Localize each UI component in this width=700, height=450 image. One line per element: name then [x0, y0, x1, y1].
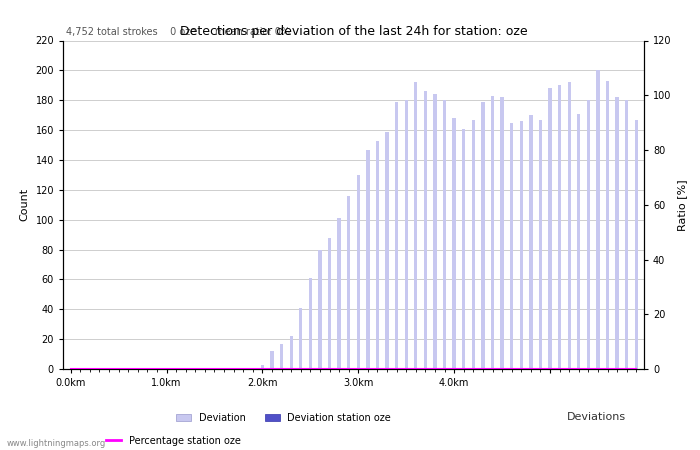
Bar: [452, 118, 456, 369]
Bar: [347, 196, 351, 369]
Bar: [462, 129, 466, 369]
Bar: [366, 149, 370, 369]
Bar: [635, 120, 638, 369]
Bar: [443, 100, 447, 369]
Bar: [414, 82, 417, 369]
Bar: [539, 120, 542, 369]
Bar: [625, 100, 629, 369]
Legend: Percentage station oze: Percentage station oze: [102, 432, 244, 450]
Y-axis label: Ratio [%]: Ratio [%]: [677, 179, 687, 230]
Bar: [482, 102, 484, 369]
Bar: [548, 88, 552, 369]
Bar: [596, 70, 600, 369]
Bar: [500, 97, 504, 369]
Bar: [568, 82, 571, 369]
Bar: [260, 364, 264, 369]
Bar: [558, 86, 561, 369]
Bar: [529, 115, 533, 369]
Bar: [386, 131, 389, 369]
Bar: [395, 102, 398, 369]
Bar: [328, 238, 331, 369]
Bar: [290, 336, 293, 369]
Bar: [318, 250, 321, 369]
Bar: [491, 96, 494, 369]
Bar: [280, 344, 284, 369]
Bar: [615, 97, 619, 369]
Bar: [510, 122, 513, 369]
Bar: [405, 100, 408, 369]
Bar: [577, 114, 580, 369]
Bar: [376, 140, 379, 369]
Text: 4,752 total strokes    0 oze      mean ratio: 0%: 4,752 total strokes 0 oze mean ratio: 0%: [66, 27, 290, 37]
Text: www.lightningmaps.org: www.lightningmaps.org: [7, 439, 106, 448]
Y-axis label: Count: Count: [20, 188, 30, 221]
Bar: [472, 120, 475, 369]
Bar: [587, 100, 590, 369]
Bar: [337, 218, 341, 369]
Bar: [424, 91, 427, 369]
Bar: [356, 175, 360, 369]
Bar: [606, 81, 609, 369]
Title: Detections per deviation of the last 24h for station: oze: Detections per deviation of the last 24h…: [180, 25, 527, 38]
Bar: [299, 308, 302, 369]
Bar: [519, 121, 523, 369]
Bar: [270, 351, 274, 369]
Bar: [309, 278, 312, 369]
Bar: [433, 94, 437, 369]
Text: Deviations: Deviations: [568, 412, 626, 422]
